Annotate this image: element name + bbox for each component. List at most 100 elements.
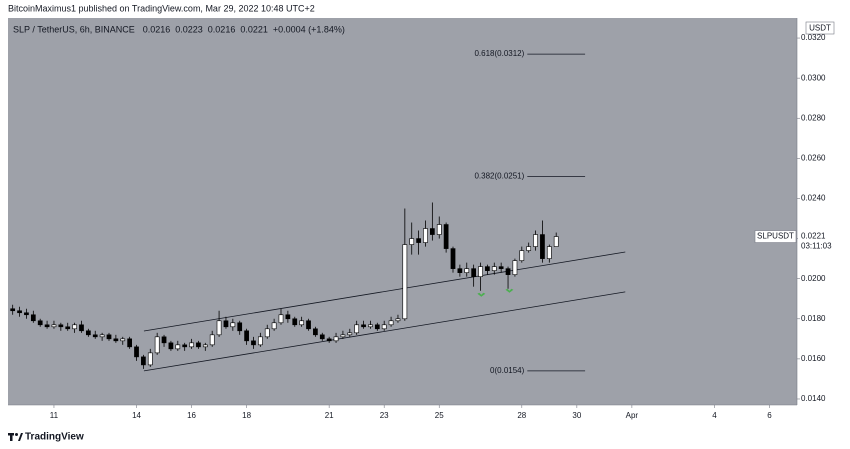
candle-body [85,330,91,336]
x-tick-label: 14 [132,411,141,420]
legend-item: +0.0004 (+1.84%) [273,24,345,34]
candle-body [65,326,71,330]
footer-logo [8,433,23,441]
candle-body [278,314,284,324]
candle-body [230,322,236,328]
x-tick-label: 18 [242,411,251,420]
candle-body [519,250,525,261]
y-tick-label: 0.0200 [801,274,826,283]
candle-body [374,324,380,330]
y-tick-label: 0.0280 [801,113,826,122]
candle-body [264,328,270,338]
candle-body [44,324,50,328]
last-price-box [798,230,840,253]
candle-body [58,324,64,328]
candle-body [485,266,490,271]
candle-body [423,228,428,243]
candle-body [409,238,415,245]
x-tick-label: 30 [572,411,581,420]
candle-body [402,244,408,320]
candle-body [443,224,449,249]
candle-body [271,322,277,330]
trend-line [143,291,626,372]
candle-body [154,336,160,354]
legend-item: 0.0223 [175,24,203,34]
candle-body [333,336,339,342]
candle-body [216,320,222,336]
x-tick-label: 4 [712,411,717,420]
y-tick-label: 0.0240 [801,194,826,203]
candle-body [299,320,305,326]
legend-item: 0.0216 [143,24,171,34]
y-tick-label: 0.0320 [801,33,826,42]
candle-body [292,318,298,326]
candle-body [505,268,511,275]
y-tick-label: 0.0160 [801,354,826,363]
candle-body [395,318,401,322]
candle-body [498,266,504,269]
candle-body [471,268,477,277]
candle-body [141,356,146,366]
ticker-label: SLPUSDT [757,232,794,241]
candle-body [354,324,360,334]
trend-line [143,251,626,332]
legend-item: 0.0216 [208,24,236,34]
y-tick-label: 0.0260 [801,153,826,162]
candle-body [546,246,552,259]
candle-body [368,324,373,328]
legend-item: SLP / TetherUS, 6h, BINANCE [13,24,135,34]
candle-body [388,320,394,326]
candle-body [196,342,201,348]
last-price-label: 0.0221 [801,232,826,241]
candle-body [533,234,538,247]
candle-body [429,228,435,235]
candle-body [51,324,57,328]
candle-body [457,268,463,273]
candle-body [17,310,22,314]
x-tick-label: 25 [435,411,444,420]
candle-body [319,334,325,340]
candle-body [37,320,43,326]
candle-body [72,324,77,330]
candle-body [553,236,559,247]
y-tick-label: 0.0300 [801,73,826,82]
currency-label: USDT [809,24,831,33]
fib-level-label: 0(0.0154) [490,366,525,375]
candle-body [313,328,318,336]
candle-body [306,320,311,330]
candle-body [24,312,29,316]
candle-body [361,324,366,328]
currency-box [805,21,835,35]
candle-body [134,346,139,358]
candle-body [340,334,346,338]
candle-body [450,248,456,269]
fib-level-label: 0.382(0.0251) [474,172,524,181]
candle-body [223,320,229,328]
candle-body [106,334,112,340]
candle-body [381,324,387,330]
x-tick-label: 6 [767,411,772,420]
ticker-box [754,230,797,243]
candle-body [168,342,174,350]
y-tick-label: 0.0180 [801,314,826,323]
green-arrow [505,288,514,293]
candle-body [326,338,332,342]
y-tick-label: 0.0140 [801,394,826,403]
candle-body [491,266,497,271]
fib-level-label: 0.618(0.0312) [474,49,524,58]
green-arrow [477,292,486,297]
countdown-label: 03:11:03 [801,242,832,251]
candle-body [120,338,126,342]
candle-body [464,268,470,273]
footer-brand: TradingView [25,432,84,443]
candle-body [347,332,353,336]
x-tick-label: 11 [50,411,59,420]
candle-body [175,344,181,350]
candle-body [257,336,263,346]
candle-body [189,342,194,348]
candle-body [127,338,133,348]
candle-body [10,308,16,312]
candle-body [416,238,421,243]
candle-body [251,340,256,346]
